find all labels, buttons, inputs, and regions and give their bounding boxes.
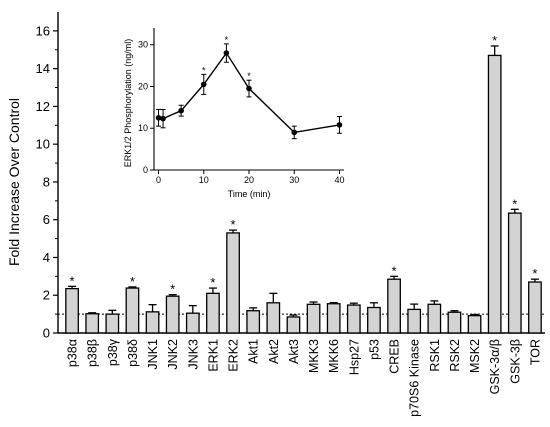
main-y-tick-label: 4 [43, 250, 50, 265]
bar [65, 287, 79, 334]
bar [387, 278, 401, 334]
main-y-tick-label: 10 [36, 137, 50, 152]
main-bars: * p38α p38β p38γ * p38δ JNK1 * JNK2 JNK3 * ERK1 * ERK… [65, 33, 542, 417]
bar [528, 281, 542, 334]
inset-x-tick-label: 10 [199, 175, 209, 185]
bar [165, 295, 180, 334]
bar [266, 302, 281, 334]
category-label: GSK-3α/β [488, 339, 502, 394]
inset-y-tick-label: 30 [138, 40, 148, 50]
inset-data-point [155, 114, 162, 121]
inset-data-point [246, 85, 252, 92]
significance-star: * [492, 33, 497, 48]
bar [85, 313, 100, 334]
significance-star: * [392, 263, 397, 278]
bar [125, 287, 140, 334]
category-label: RSK1 [428, 339, 442, 372]
category-label: Akt2 [267, 339, 281, 364]
category-label: p38β [86, 339, 100, 367]
inset-x-tick-label: 30 [289, 175, 299, 185]
main-y-tick-label: 6 [43, 212, 50, 227]
significance-star: * [170, 282, 175, 297]
main-y-tick-label: 0 [43, 326, 50, 341]
bar [145, 311, 160, 334]
category-label: p38α [66, 339, 80, 367]
inset-significance-star: * [247, 71, 251, 81]
inset-data-point [291, 129, 298, 136]
bar [306, 303, 321, 334]
category-label: p38γ [106, 338, 120, 366]
bar [427, 303, 442, 334]
inset-line-plot: 0 10 20 30 40 0 10 20 30 * * * Time (min) ERK1/2 P… [123, 28, 344, 199]
category-label: p38δ [126, 339, 140, 367]
category-label: Akt1 [247, 339, 261, 364]
category-label: JNK3 [186, 339, 200, 370]
main-y-axis-title: Fold Increase Over Control [6, 98, 22, 266]
inset-axes: 0 10 20 30 40 0 10 20 30 [138, 28, 344, 185]
inset-x-axis-title: Time (min) [228, 189, 271, 199]
bar [105, 313, 120, 334]
significance-star: * [70, 273, 75, 288]
inset-data-point [160, 115, 166, 122]
inset-y-tick-label: 10 [138, 123, 148, 133]
category-label: MKK3 [307, 339, 321, 373]
category-label: MKK6 [327, 339, 341, 373]
inset-series: * * * [155, 35, 343, 140]
significance-star: * [532, 266, 537, 281]
category-label: Hsp27 [347, 339, 361, 375]
category-label: GSK-3β [508, 339, 522, 384]
main-y-tick-label: 16 [36, 23, 50, 38]
inset-data-point [178, 107, 184, 114]
bar [367, 306, 381, 334]
bar [185, 312, 200, 334]
category-label: p53 [367, 339, 381, 360]
bar [467, 314, 482, 334]
inset-y-tick-label: 0 [143, 165, 148, 175]
significance-star: * [210, 275, 215, 290]
main-y-tick-label: 12 [36, 99, 50, 114]
category-label: JNK2 [166, 339, 180, 370]
main-y-tick-label: 2 [43, 288, 50, 303]
inset-x-tick-label: 20 [244, 175, 254, 185]
inset-data-point [223, 50, 230, 56]
bar [346, 304, 361, 334]
bar [286, 316, 301, 334]
inset-y-axis-title: ERK1/2 Phosphorylation (ng/ml) [123, 39, 133, 168]
category-label: Akt3 [287, 339, 301, 364]
inset-x-tick-label: 40 [334, 175, 344, 185]
category-label: RSK2 [448, 339, 462, 372]
category-label: TOR [528, 339, 542, 365]
significance-star: * [512, 196, 517, 211]
main-y-tick-label: 14 [36, 61, 50, 76]
bar [206, 292, 220, 334]
category-label: CREB [388, 339, 402, 374]
inset-significance-star: * [225, 35, 229, 45]
significance-star: * [130, 274, 135, 289]
inset-y-tick-label: 20 [138, 81, 148, 91]
inset-x-tick-label: 0 [156, 175, 161, 185]
category-label: JNK1 [146, 339, 160, 370]
inset-data-point [336, 122, 343, 128]
category-label: ERK1 [206, 339, 220, 372]
category-label: ERK2 [227, 339, 241, 372]
bar [226, 232, 240, 334]
bar [326, 303, 341, 334]
bar [407, 308, 422, 334]
main-bar-plot: 0 2 4 6 8 10 12 14 16 * p38α p38β p38γ * p38δ JNK1 * JNK… [6, 12, 545, 417]
category-label: p70S6 Kinase [408, 339, 422, 417]
inset-significance-star: * [202, 65, 206, 75]
main-y-tick-label: 8 [43, 174, 50, 189]
bar [507, 212, 522, 334]
significance-star: * [231, 217, 236, 232]
inset-series-line [158, 51, 340, 134]
inset-data-point [200, 81, 207, 88]
bar [487, 54, 502, 334]
category-label: MSK2 [468, 339, 482, 373]
bar [246, 310, 261, 334]
bar [447, 311, 462, 334]
